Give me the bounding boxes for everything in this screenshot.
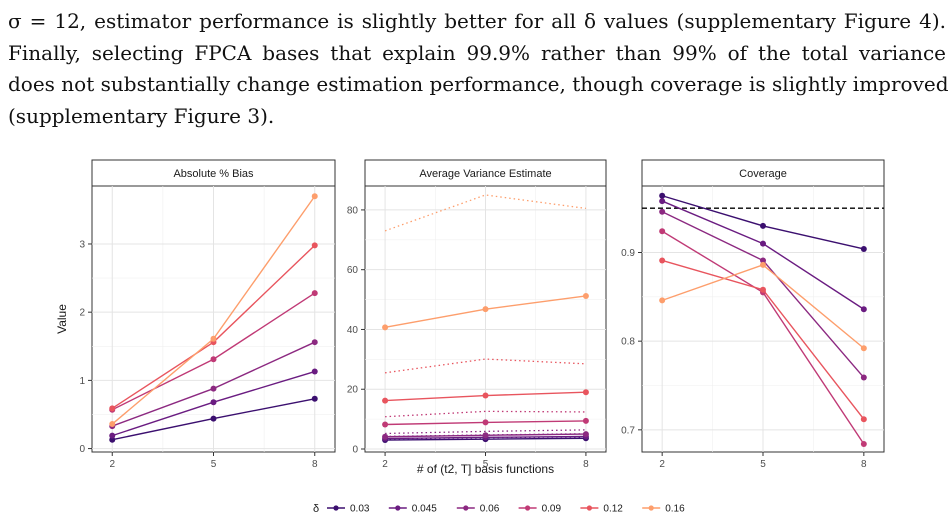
data-point-0.16 bbox=[760, 261, 766, 268]
series-dotted-line-0.06 bbox=[385, 429, 586, 435]
legend-label: 0.06 bbox=[480, 504, 500, 515]
x-tick-label: 2 bbox=[382, 459, 388, 470]
text-line-1: σ = 12, estimator performance is slightl… bbox=[8, 9, 946, 33]
legend-key-point bbox=[648, 505, 654, 511]
legend-label: 0.09 bbox=[542, 504, 562, 515]
legend-label: 0.03 bbox=[350, 504, 370, 515]
panel-strip bbox=[641, 159, 885, 187]
data-point-0.09 bbox=[482, 419, 489, 426]
data-point-0.16 bbox=[860, 345, 867, 352]
data-point-0.03 bbox=[659, 192, 666, 199]
data-point-0.06 bbox=[860, 374, 867, 381]
x-tick-label: 2 bbox=[659, 459, 665, 470]
x-tick-label: 8 bbox=[861, 459, 867, 470]
legend-title: δ bbox=[313, 503, 319, 515]
data-point-0.03 bbox=[311, 395, 318, 402]
y-tick-label: 1 bbox=[79, 376, 85, 387]
x-axis-label: # of (t2, T] basis functions bbox=[417, 462, 554, 476]
data-point-0.16 bbox=[482, 306, 489, 313]
panel-title: Average Variance Estimate bbox=[419, 168, 551, 180]
data-point-0.045 bbox=[760, 240, 766, 247]
y-tick-label: 0 bbox=[352, 445, 358, 456]
data-point-0.16 bbox=[311, 193, 318, 200]
data-point-0.06 bbox=[311, 339, 318, 346]
panel-1: Absolute % Bias 0 1 2 3 2 5 8 bbox=[79, 159, 336, 470]
data-point-0.045 bbox=[860, 306, 867, 313]
y-tick-label: 0 bbox=[79, 444, 85, 455]
text-line-2: Finally, selecting FPCA bases that expla… bbox=[8, 40, 946, 65]
data-point-0.12 bbox=[311, 242, 318, 249]
legend-label: 0.12 bbox=[603, 504, 623, 515]
data-point-0.045 bbox=[109, 432, 116, 439]
data-point-0.09 bbox=[659, 228, 666, 235]
legend-key-point bbox=[333, 505, 339, 511]
text-line-3: does not substantially change estimation… bbox=[8, 72, 949, 96]
data-point-0.03 bbox=[210, 415, 217, 422]
data-point-0.09 bbox=[860, 441, 867, 448]
data-point-0.06 bbox=[482, 432, 489, 439]
legend-key-point bbox=[395, 505, 401, 511]
y-tick-label: 0.8 bbox=[621, 337, 635, 348]
x-tick-label: 8 bbox=[312, 459, 318, 470]
data-point-0.12 bbox=[482, 392, 489, 399]
data-point-0.12 bbox=[659, 257, 666, 264]
data-point-0.12 bbox=[582, 389, 589, 396]
data-point-0.12 bbox=[760, 286, 766, 293]
panel-strip bbox=[364, 159, 607, 187]
data-point-0.06 bbox=[760, 257, 766, 264]
body-text: σ = 12, estimator performance is slightl… bbox=[8, 6, 949, 132]
data-point-0.09 bbox=[210, 356, 217, 363]
x-tick-label: 2 bbox=[109, 459, 115, 470]
data-point-0.16 bbox=[382, 324, 389, 331]
y-tick-label: 3 bbox=[79, 239, 85, 250]
data-point-0.12 bbox=[860, 416, 867, 423]
legend-label: 0.045 bbox=[412, 504, 437, 515]
data-point-0.03 bbox=[760, 222, 766, 229]
legend-key-point bbox=[463, 505, 469, 511]
data-point-0.16 bbox=[659, 297, 666, 304]
y-axis-label: Value bbox=[55, 304, 69, 334]
y-tick-label: 40 bbox=[347, 325, 359, 336]
panel-strip bbox=[91, 159, 336, 187]
y-tick-label: 0.9 bbox=[621, 248, 635, 259]
legend-key-point bbox=[586, 505, 593, 511]
legend: δ 0.03 0.045 0.06 0.09 0.12 0.16 bbox=[313, 503, 685, 515]
x-tick-label: 5 bbox=[483, 459, 489, 470]
panel-title: Absolute % Bias bbox=[173, 168, 254, 180]
data-point-0.12 bbox=[382, 397, 389, 404]
data-point-0.06 bbox=[210, 385, 217, 392]
panel-3: Coverage 0.7 0.8 0.9 2 5 8 bbox=[621, 159, 885, 470]
data-point-0.09 bbox=[382, 421, 389, 428]
y-tick-label: 60 bbox=[347, 265, 359, 276]
data-point-0.09 bbox=[582, 417, 589, 424]
data-point-0.06 bbox=[659, 208, 666, 215]
data-point-0.06 bbox=[582, 431, 589, 438]
data-point-0.12 bbox=[109, 405, 116, 412]
y-tick-label: 0.7 bbox=[621, 425, 635, 436]
legend-key-point bbox=[525, 505, 531, 511]
data-point-0.06 bbox=[382, 433, 389, 440]
x-tick-label: 8 bbox=[583, 459, 589, 470]
y-tick-label: 20 bbox=[347, 385, 359, 396]
data-point-0.09 bbox=[311, 290, 318, 297]
data-point-0.16 bbox=[582, 292, 589, 299]
data-point-0.045 bbox=[311, 368, 318, 375]
data-point-0.045 bbox=[659, 198, 666, 205]
legend-label: 0.16 bbox=[665, 504, 685, 515]
y-tick-label: 2 bbox=[79, 308, 85, 319]
x-tick-label: 5 bbox=[760, 459, 766, 470]
text-line-4: (supplementary Figure 3). bbox=[8, 103, 275, 128]
data-point-0.16 bbox=[210, 335, 217, 342]
series-dotted-line-0.09 bbox=[385, 410, 586, 418]
x-tick-label: 5 bbox=[211, 459, 217, 470]
panel-2: Average Variance Estimate 0 20 40 60 80 2 5 8 bbox=[347, 159, 607, 470]
data-point-0.045 bbox=[210, 399, 217, 406]
data-point-0.03 bbox=[860, 245, 867, 252]
y-tick-label: 80 bbox=[347, 205, 359, 216]
panel-title: Coverage bbox=[739, 168, 787, 180]
data-point-0.16 bbox=[109, 421, 116, 428]
